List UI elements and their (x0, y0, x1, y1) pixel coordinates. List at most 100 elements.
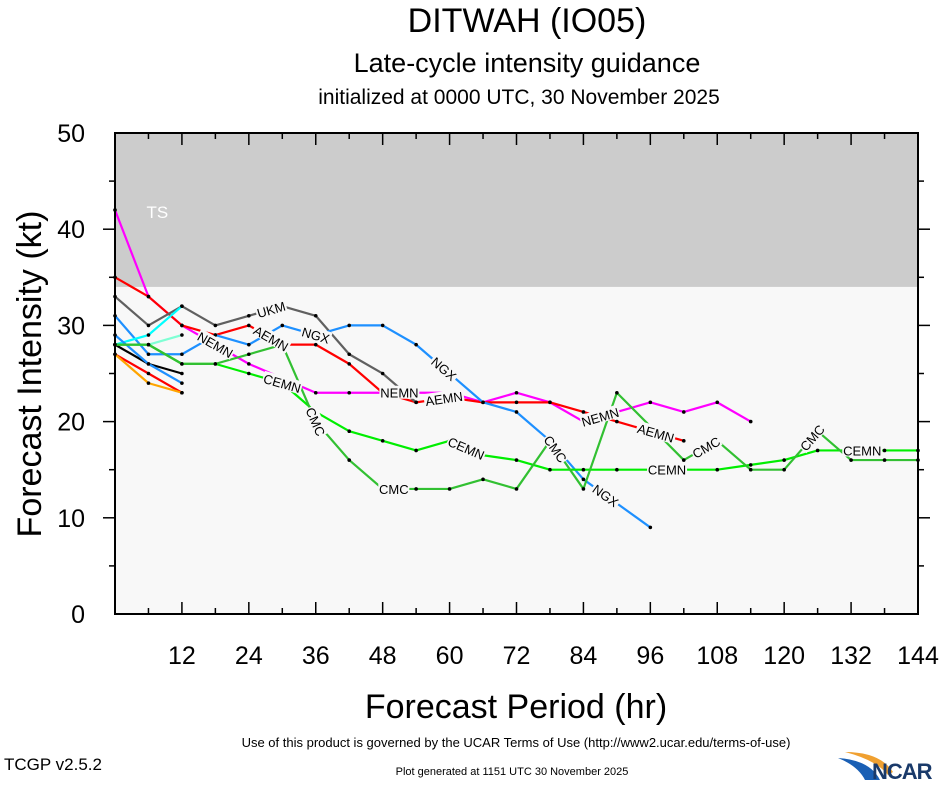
band-ts (115, 133, 918, 287)
x-tick-label: 24 (235, 642, 263, 670)
series-label-bg (578, 404, 622, 429)
data-point (146, 294, 151, 299)
x-tick-label: 120 (763, 642, 805, 670)
series-label: CMC (379, 482, 409, 497)
data-point (347, 429, 352, 434)
data-point (313, 390, 318, 395)
data-point (146, 362, 151, 366)
data-point (715, 467, 720, 472)
data-point (180, 352, 184, 357)
data-point (481, 400, 485, 405)
series-label-bg (647, 462, 688, 476)
data-point (146, 333, 151, 337)
data-point (180, 362, 184, 366)
data-point (180, 371, 184, 376)
y-tick-label: 40 (57, 216, 85, 244)
series-label-bg (379, 385, 420, 399)
data-point (347, 390, 352, 395)
x-tick-label: 12 (168, 642, 196, 670)
data-point (180, 390, 184, 395)
data-point (882, 448, 887, 453)
data-point (280, 323, 285, 328)
series-label-bg (635, 420, 678, 445)
data-point (514, 400, 519, 405)
series-label-bg (589, 480, 623, 510)
x-tick-label: 132 (830, 642, 872, 670)
plot-generated: Plot generated at 1151 UTC 30 November 2… (396, 766, 629, 778)
data-point (615, 390, 619, 395)
chart-title: DITWAH (IO05) (408, 2, 647, 40)
terms-of-use: Use of this product is governed by the U… (242, 735, 791, 750)
data-point (514, 458, 519, 462)
data-point (581, 467, 586, 472)
series-label-group: CEMN (647, 462, 688, 478)
chart-subtitle-init: initialized at 0000 UTC, 30 November 202… (318, 86, 720, 109)
data-point (815, 448, 820, 453)
data-point (748, 419, 753, 424)
series-label-bg (195, 328, 237, 360)
data-point (146, 323, 151, 328)
series-label-bg (541, 432, 571, 466)
y-tick-label: 0 (71, 601, 85, 629)
data-point (146, 371, 151, 376)
series-label-bg (689, 433, 723, 461)
version-label: TCGP v2.5.2 (4, 755, 102, 774)
series-label-bg (250, 322, 292, 354)
data-point (447, 487, 452, 491)
data-point (213, 333, 218, 337)
data-point (748, 463, 753, 467)
series-label-group: CMC (378, 481, 410, 497)
series-label-bg (261, 370, 304, 395)
data-point (715, 400, 720, 405)
data-point (849, 458, 853, 462)
chart-subtitle: Late-cycle intensity guidance (354, 48, 701, 78)
data-point (414, 487, 418, 491)
data-point (247, 323, 251, 328)
series-label-group: NEMN (379, 385, 420, 401)
data-point (347, 352, 352, 357)
data-point (247, 342, 251, 347)
data-point (146, 342, 151, 347)
series-label-bg (304, 404, 329, 439)
data-point (247, 352, 251, 357)
data-point (414, 448, 418, 453)
data-point (648, 400, 653, 405)
x-tick-label: 48 (369, 642, 397, 670)
series-label-bg (299, 324, 333, 346)
series-label-bg (842, 443, 883, 457)
data-point (247, 371, 251, 376)
y-tick-label: 50 (57, 120, 85, 148)
ncar-logo: NCAR (838, 752, 934, 784)
data-point (581, 487, 586, 491)
x-tick-label: 96 (636, 642, 664, 670)
data-point (782, 458, 786, 462)
data-point (481, 477, 485, 482)
x-tick-label: 144 (897, 642, 939, 670)
series-label-bg (378, 481, 410, 495)
data-point (882, 458, 887, 462)
x-tick-label: 36 (302, 642, 330, 670)
x-tick-label: 72 (503, 642, 531, 670)
x-axis-label: Forecast Period (hr) (365, 688, 667, 726)
series-label: CEMN (648, 463, 686, 478)
data-point (347, 362, 352, 366)
data-point (681, 458, 686, 462)
data-point (615, 419, 619, 424)
series-label: CEMN (843, 443, 881, 458)
data-point (514, 390, 519, 395)
data-point (615, 467, 619, 472)
data-point (180, 323, 184, 328)
data-point (681, 410, 686, 414)
x-tick-label: 60 (436, 642, 464, 670)
data-point (748, 467, 753, 472)
series-label-bg (445, 433, 488, 462)
data-point (380, 371, 385, 376)
y-tick-label: 10 (57, 505, 85, 533)
data-point (782, 467, 786, 472)
data-point (548, 467, 552, 472)
data-point (213, 362, 218, 366)
data-point (581, 477, 586, 482)
series-label-bg (796, 421, 827, 454)
y-tick-label: 30 (57, 312, 85, 340)
